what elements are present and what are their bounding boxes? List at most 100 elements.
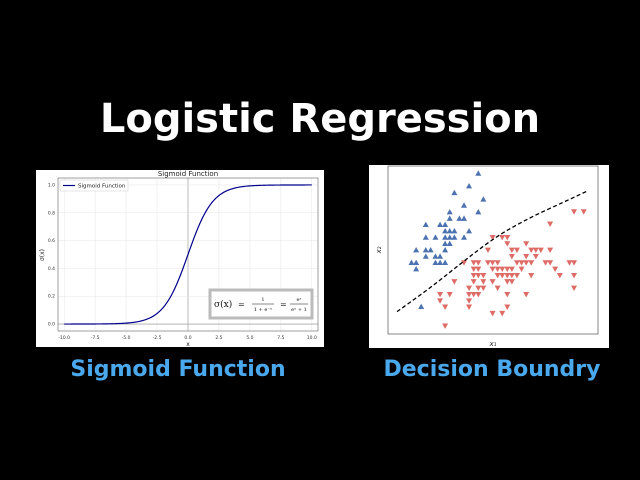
y-tick-label: 0.2 (48, 294, 55, 300)
sigmoid-line (64, 184, 312, 325)
class-a-point (427, 247, 434, 253)
decision-boundary-line (396, 190, 588, 313)
class-a-point (480, 196, 487, 202)
class-b-point (504, 291, 511, 298)
class-a-point (475, 170, 482, 176)
decision-boundary-chart: x₁ x₂ (369, 165, 609, 348)
class-b-point (442, 304, 449, 310)
class-b-point (532, 253, 539, 260)
svg-text:=: = (238, 300, 245, 309)
y-tick-label: 1.0 (48, 182, 55, 188)
scatter-axes-frame (387, 165, 599, 335)
legend-box (59, 179, 129, 192)
class-a-point (466, 182, 473, 189)
class-b-point (542, 260, 549, 266)
class-b-point (499, 266, 506, 272)
class-b-point (499, 235, 506, 241)
class-b-point (552, 266, 559, 272)
class-b-point (484, 247, 491, 253)
class-b-point (513, 247, 520, 253)
sigmoid-xlabel: x (186, 341, 190, 348)
class-b-point (508, 253, 515, 260)
class-a-point (413, 259, 420, 265)
class-b-point (571, 285, 578, 291)
class-a-point (422, 253, 429, 259)
class-a-point (408, 259, 415, 265)
scatter-panel (369, 165, 609, 348)
class-a-point (446, 215, 453, 221)
class-b-point (489, 310, 496, 317)
class-b-point (484, 260, 491, 266)
x-tick-label: 5.0 (246, 335, 253, 341)
class-b-point (547, 247, 554, 253)
class-b-point (518, 260, 525, 266)
class-b-point (470, 266, 477, 272)
class-b-point (528, 272, 535, 279)
class-b-point (437, 291, 444, 298)
class-a-point (442, 234, 449, 240)
class-b-point (504, 235, 511, 241)
class-b-point (518, 266, 525, 272)
class-b-point (489, 266, 496, 272)
class-b-point (470, 272, 477, 279)
class-b-point (528, 260, 535, 266)
class-b-point (437, 298, 444, 304)
class-b-point (504, 241, 511, 247)
class-a-point (461, 234, 468, 240)
class-b-point (466, 285, 473, 291)
class-a-point (413, 247, 420, 253)
class-b-point (513, 272, 520, 279)
x-tick-label: 2.5 (215, 335, 222, 341)
class-b-point (504, 304, 511, 310)
legend: Sigmoid Function (59, 179, 129, 192)
class-b-point (547, 260, 554, 266)
legend-label: Sigmoid Function (78, 184, 126, 190)
class-a-point (413, 265, 420, 272)
class-b-point (504, 266, 511, 272)
class-b-point (547, 221, 554, 227)
scatter-xlabel: x₁ (489, 340, 497, 348)
class-b-point (466, 298, 473, 304)
caption-sigmoid: Sigmoid Function (70, 357, 286, 382)
sigmoid-axes-frame (57, 177, 319, 332)
class-b-point (508, 247, 515, 253)
svg-text:σ(x): σ(x) (214, 299, 232, 310)
class-a-point (451, 234, 458, 240)
class-b-point (461, 260, 468, 266)
class-b-point (580, 209, 587, 215)
class-b-point (475, 291, 482, 298)
class-a-point (466, 228, 473, 234)
class-a-point (437, 253, 444, 259)
class-b-point (571, 209, 578, 215)
y-tick-label: 0.6 (48, 238, 55, 244)
class-b-point (480, 279, 487, 285)
svg-text:1: 1 (261, 297, 264, 303)
class-b-point (475, 285, 482, 291)
class-b-point (470, 279, 477, 285)
class-a-point (456, 215, 463, 221)
svg-text:eˣ + 1: eˣ + 1 (291, 307, 307, 313)
class-a-point (451, 228, 458, 234)
class-b-point (504, 279, 511, 285)
svg-text:=: = (280, 300, 287, 309)
class-b-point (489, 235, 496, 241)
class-b-point (480, 285, 487, 291)
class-a-point (437, 221, 444, 228)
x-tick-label: -2.5 (153, 335, 162, 341)
caption-decision-boundary: Decision Boundry (383, 357, 601, 382)
class-b-point (442, 323, 449, 329)
class-a-point (442, 247, 449, 253)
class-b-point (489, 279, 496, 285)
class-a-point (451, 189, 458, 196)
class-b-point (504, 272, 511, 279)
class-a-point (442, 259, 449, 265)
class-a-point (432, 253, 439, 259)
page-title: Logistic Regression (99, 96, 541, 142)
formula-annotation: σ(x) = 1 1 + e⁻ˣ = eˣ eˣ + 1 (208, 288, 314, 320)
sigmoid-chart: Sigmoid Function -10.0 -7.5 -5.0 -2.5 0.0 2.5… (36, 170, 324, 348)
class-a-point (437, 259, 444, 265)
class-a-point (446, 240, 453, 247)
y-tick-label: 0.4 (48, 266, 55, 272)
class-a-point (422, 234, 429, 240)
